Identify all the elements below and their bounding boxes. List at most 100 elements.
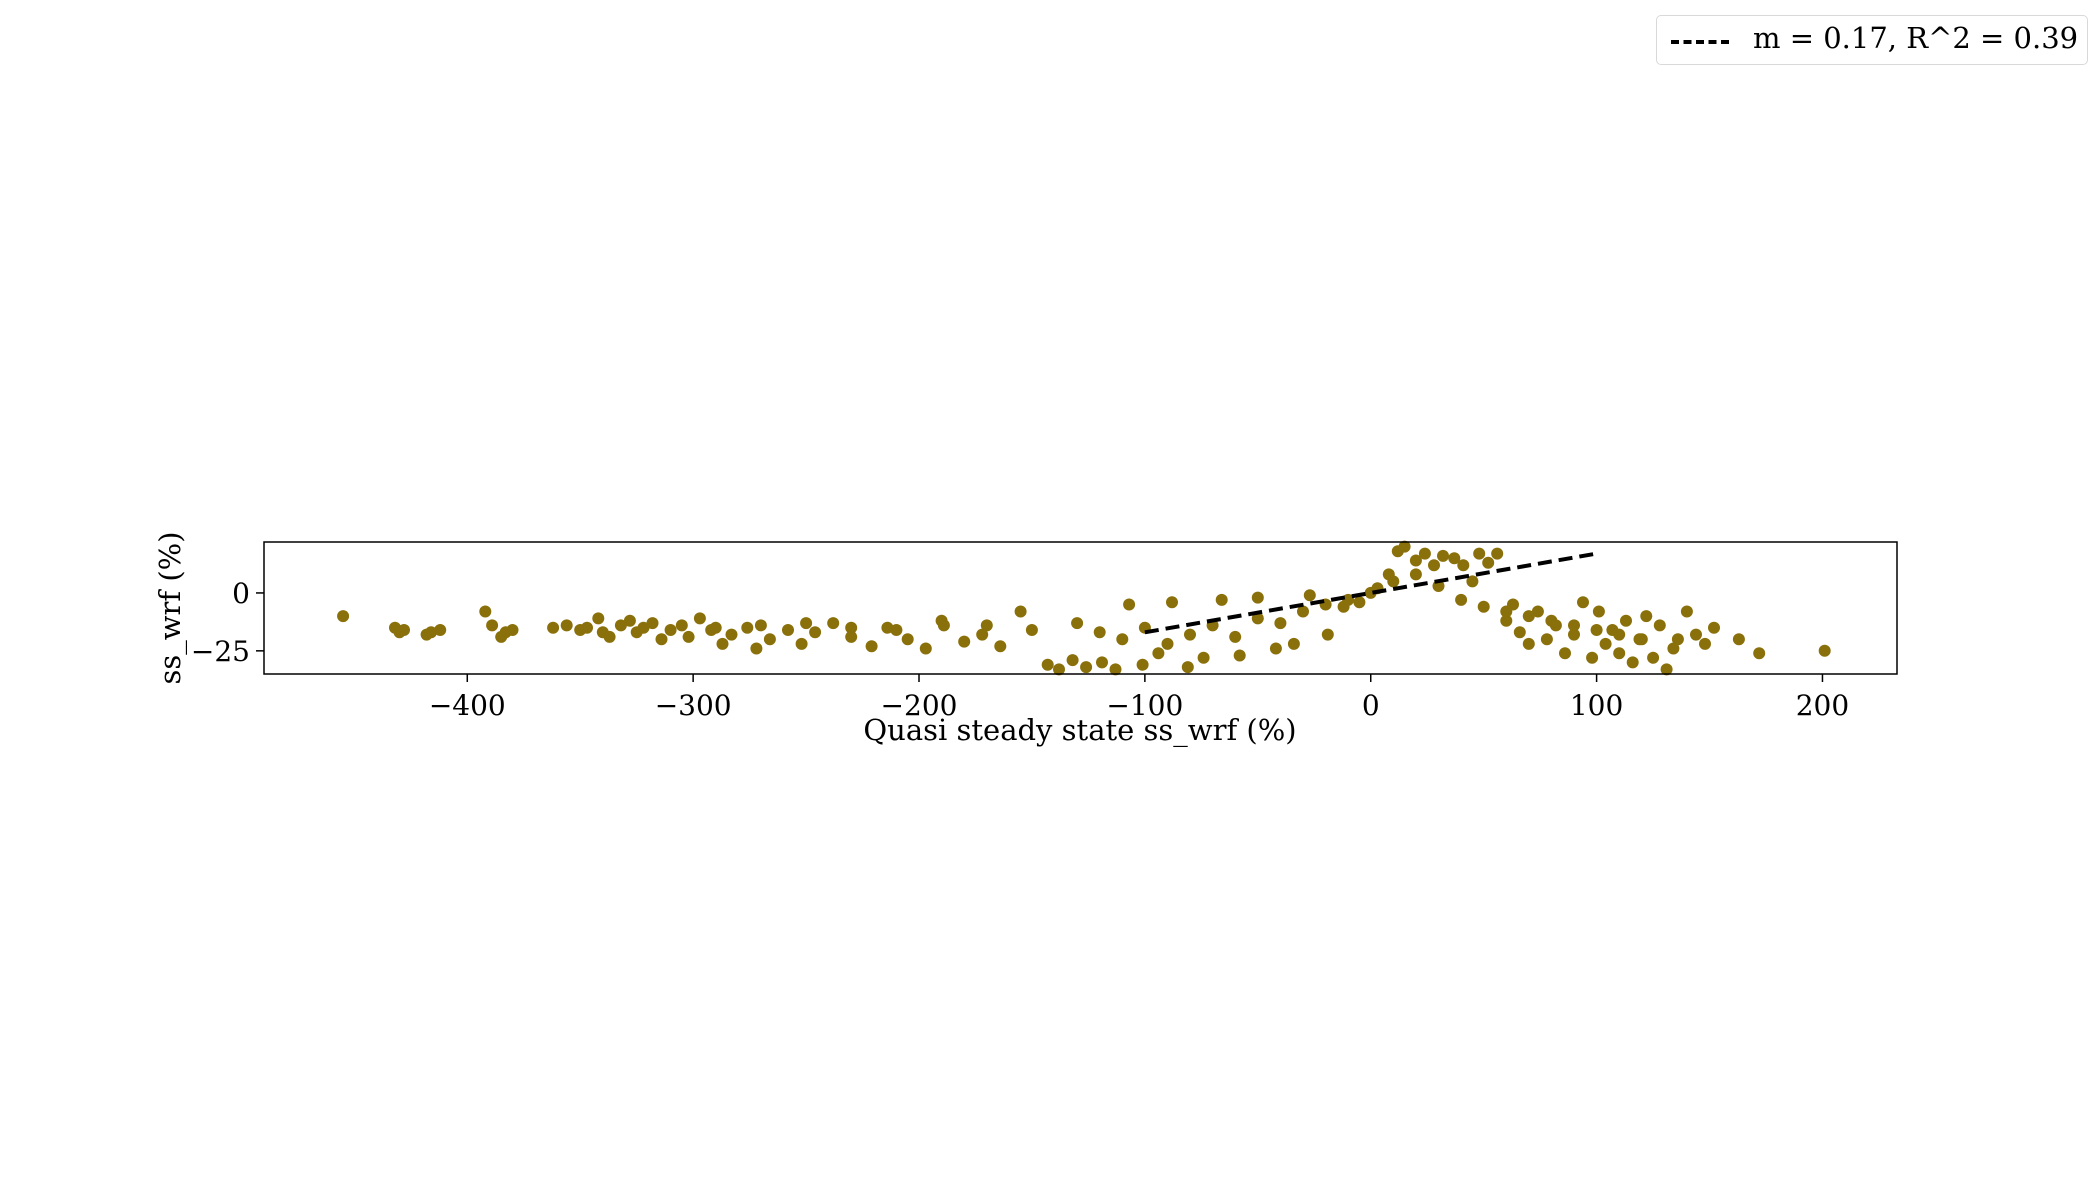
x-axis-label: Quasi steady state ss_wrf (%) (863, 713, 1296, 748)
scatter-point (1136, 658, 1149, 671)
scatter-point (1522, 637, 1535, 650)
scatter-point (637, 621, 650, 634)
scatter-point (337, 610, 350, 623)
scatter-point (1093, 626, 1106, 639)
scatter-point (1708, 621, 1720, 634)
scatter-point (425, 626, 438, 639)
scatter-point (1287, 637, 1300, 650)
scatter-point (800, 617, 813, 630)
scatter-point (1109, 663, 1122, 676)
scatter-point (1428, 559, 1440, 572)
scatter-point (1653, 619, 1666, 632)
scatter-point (1753, 647, 1766, 660)
scatter-point (1251, 612, 1264, 625)
scatter-point (865, 640, 878, 653)
scatter-point (1818, 644, 1831, 657)
x-tick-label: −200 (881, 689, 958, 722)
scatter-point (1409, 568, 1422, 581)
scatter-point (845, 630, 858, 643)
scatter-point (581, 621, 593, 634)
scatter-point (506, 624, 519, 636)
scatter-point (980, 619, 993, 632)
scatter-point (754, 619, 767, 632)
y-axis-label: ss_wrf (%) (153, 531, 188, 684)
scatter-point (1457, 559, 1470, 572)
y-axis: 0 −25 (191, 577, 264, 668)
scatter-point (560, 619, 573, 632)
scatter-point (809, 626, 822, 639)
scatter-point (1640, 610, 1653, 623)
scatter-point (1513, 626, 1526, 639)
scatter-point (1161, 637, 1174, 650)
scatter-point (1152, 647, 1165, 660)
x-tick-label: −300 (655, 689, 732, 722)
scatter-point (1482, 556, 1495, 569)
scatter-point (1229, 630, 1242, 643)
scatter-point (479, 605, 492, 618)
scatter-point (434, 624, 447, 636)
scatter-point (1303, 589, 1316, 602)
scatter-point (1409, 554, 1422, 567)
scatter-point (1197, 651, 1210, 664)
scatter-point (1297, 605, 1309, 618)
scatter-point (1568, 619, 1580, 632)
scatter-point (1181, 661, 1194, 674)
scatter-point (664, 624, 677, 636)
scatter-point (1455, 593, 1468, 606)
scatter-point (1080, 661, 1093, 674)
scatter-point (1626, 656, 1639, 669)
scatter-point (1096, 656, 1108, 669)
scatter-point (1613, 628, 1626, 641)
scatter-point (919, 642, 932, 655)
y-tick-label: −25 (191, 635, 250, 668)
scatter-point (1613, 647, 1626, 660)
scatter-point (1353, 596, 1366, 609)
scatter-point (1123, 598, 1136, 611)
scatter-point (623, 614, 636, 627)
scatter-point (1342, 593, 1355, 606)
scatter-point (901, 633, 914, 646)
scatter-point (1071, 617, 1084, 630)
scatter-point (881, 621, 894, 634)
scatter-point (1732, 633, 1745, 646)
scatter-point (1269, 642, 1282, 655)
scatter-point (1647, 651, 1660, 664)
legend-dashed-line-swatch (1671, 40, 1729, 44)
scatter-point (845, 621, 858, 634)
scatter-point (1166, 596, 1178, 609)
scatter-point (1671, 633, 1684, 646)
scatter-point (1418, 547, 1431, 560)
scatter-point (1477, 600, 1490, 613)
scatter-point (1680, 605, 1693, 618)
scatter-point (1531, 605, 1544, 618)
scatter-point (1321, 628, 1334, 641)
scatter-point (1592, 605, 1605, 618)
scatter-point (1116, 633, 1129, 646)
scatter-point (1522, 610, 1535, 623)
scatter-point (1559, 647, 1571, 660)
scatter-point (1437, 549, 1449, 562)
scatter-point (603, 630, 616, 643)
scatter-point (547, 621, 560, 634)
scatter-point (1448, 552, 1461, 565)
scatter-point (741, 621, 754, 634)
scatter-point (1184, 628, 1196, 641)
scatter-point (682, 630, 695, 643)
scatter-point (1586, 651, 1599, 664)
scatter-point (935, 614, 948, 627)
legend: m = 0.17, R^2 = 0.39 (1656, 15, 2088, 65)
scatter-point (1251, 591, 1264, 604)
scatter-point (976, 628, 989, 641)
scatter-point (750, 642, 763, 655)
x-tick-label: −400 (429, 689, 506, 722)
scatter-point (1473, 547, 1486, 560)
scatter-point (1053, 663, 1065, 676)
scatter-point (1540, 633, 1553, 646)
scatter-point (1364, 586, 1377, 599)
scatter-point (1066, 654, 1079, 667)
scatter-point (958, 635, 971, 648)
x-tick-label: 200 (1796, 689, 1849, 722)
scatter-point (1690, 628, 1702, 641)
scatter-point (1491, 547, 1504, 560)
